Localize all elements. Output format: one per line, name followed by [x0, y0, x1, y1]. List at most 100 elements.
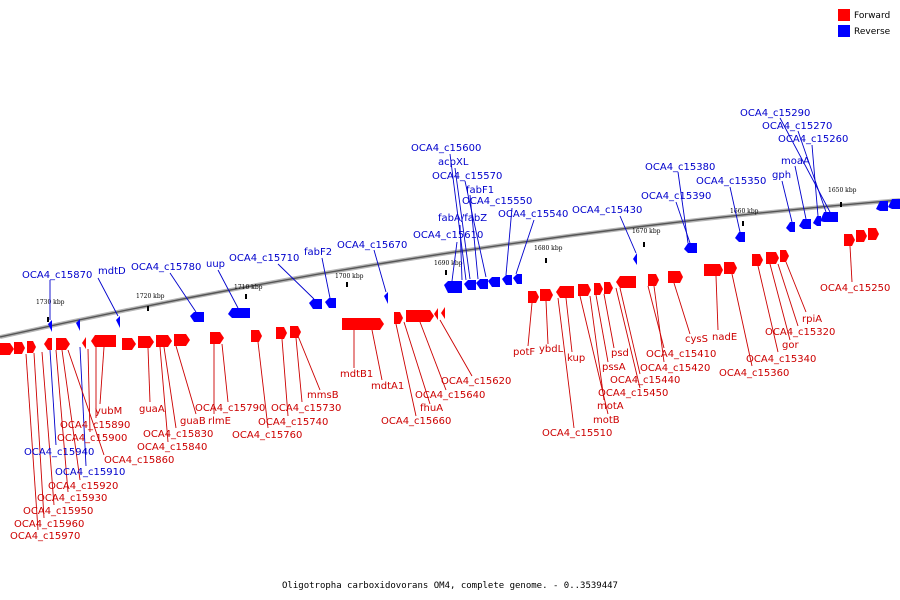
gene-label-mdtB1[interactable]: mdtB1 — [340, 369, 373, 380]
forward-gene-arrow[interactable] — [724, 262, 737, 274]
gene-label-ocA4-c15410[interactable]: OCA4_c15410 — [646, 349, 716, 360]
forward-gene-arrow[interactable] — [122, 338, 136, 350]
reverse-gene-arrow[interactable] — [813, 216, 821, 226]
gene-label-ocA4-c15270[interactable]: OCA4_c15270 — [762, 121, 832, 132]
forward-gene-arrow[interactable] — [174, 334, 190, 346]
forward-gene-arrow[interactable] — [856, 230, 867, 242]
forward-gene-arrow[interactable] — [556, 286, 574, 298]
reverse-gene-arrow[interactable] — [116, 316, 120, 328]
gene-label-ocA4-c15390[interactable]: OCA4_c15390 — [641, 191, 711, 202]
gene-label-ocA4-c15260[interactable]: OCA4_c15260 — [778, 134, 848, 145]
gene-label-ocA4-c15360[interactable]: OCA4_c15360 — [719, 368, 789, 379]
gene-label-ocA4-c15760[interactable]: OCA4_c15760 — [232, 430, 302, 441]
gene-label-fabF1[interactable]: fabF1 — [466, 185, 494, 196]
reverse-gene-arrow[interactable] — [502, 275, 512, 285]
reverse-gene-arrow[interactable] — [190, 312, 204, 322]
gene-label-motB[interactable]: motB — [593, 415, 620, 426]
gene-label-uup[interactable]: uup — [206, 259, 225, 270]
gene-label-ocA4-c15670[interactable]: OCA4_c15670 — [337, 240, 407, 251]
reverse-gene-arrow[interactable] — [309, 299, 322, 309]
gene-label-ocA4-c15420[interactable]: OCA4_c15420 — [640, 363, 710, 374]
gene-label-potF[interactable]: potF — [513, 347, 535, 358]
reverse-gene-arrow[interactable] — [464, 280, 476, 290]
gene-label-pssA[interactable]: pssA — [602, 362, 626, 373]
gene-label-nadE[interactable]: nadE — [712, 332, 737, 343]
gene-label-ocA4-c15780[interactable]: OCA4_c15780 — [131, 262, 201, 273]
forward-gene-arrow[interactable] — [27, 341, 36, 353]
reverse-gene-arrow[interactable] — [786, 222, 795, 232]
forward-gene-arrow[interactable] — [752, 254, 763, 266]
reverse-gene-arrow[interactable] — [684, 243, 697, 253]
gene-label-ocA4-c15900[interactable]: OCA4_c15900 — [57, 433, 127, 444]
reverse-gene-arrow[interactable] — [476, 279, 488, 289]
gene-label-rlmE[interactable]: rlmE — [208, 416, 231, 427]
forward-gene-arrow[interactable] — [540, 289, 553, 301]
forward-gene-arrow[interactable] — [0, 343, 14, 355]
forward-gene-arrow[interactable] — [406, 310, 434, 322]
gene-label-ocA4-c15540[interactable]: OCA4_c15540 — [498, 209, 568, 220]
gene-label-ocA4-c15640[interactable]: OCA4_c15640 — [415, 390, 485, 401]
reverse-gene-arrow[interactable] — [228, 308, 250, 318]
gene-label-ocA4-c15550[interactable]: OCA4_c15550 — [462, 196, 532, 207]
gene-label-ocA4-c15250[interactable]: OCA4_c15250 — [820, 283, 890, 294]
forward-gene-arrow[interactable] — [394, 312, 403, 324]
gene-label-ocA4-c15930[interactable]: OCA4_c15930 — [37, 493, 107, 504]
gene-label-fabA-fabZ[interactable]: fabA/fabZ — [438, 213, 487, 224]
gene-label-ocA4-c15870[interactable]: OCA4_c15870 — [22, 270, 92, 281]
forward-gene-arrow[interactable] — [780, 250, 789, 262]
forward-gene-arrow[interactable] — [82, 337, 86, 349]
forward-gene-arrow[interactable] — [342, 318, 384, 330]
gene-label-guaA[interactable]: guaA — [139, 404, 165, 415]
gene-label-ocA4-c15620[interactable]: OCA4_c15620 — [441, 376, 511, 387]
gene-label-ocA4-c15970[interactable]: OCA4_c15970 — [10, 531, 80, 542]
forward-gene-arrow[interactable] — [668, 271, 683, 283]
gene-label-cysS[interactable]: cysS — [685, 334, 708, 345]
gene-label-gor[interactable]: gor — [782, 340, 799, 351]
gene-label-mdtD[interactable]: mdtD — [98, 266, 126, 277]
reverse-gene-arrow[interactable] — [48, 320, 52, 332]
gene-label-ocA4-c15290[interactable]: OCA4_c15290 — [740, 108, 810, 119]
gene-label-ocA4-c15340[interactable]: OCA4_c15340 — [746, 354, 816, 365]
gene-label-ocA4-c15440[interactable]: OCA4_c15440 — [610, 375, 680, 386]
forward-gene-arrow[interactable] — [578, 284, 591, 296]
forward-gene-arrow[interactable] — [251, 330, 262, 342]
gene-label-ocA4-c15380[interactable]: OCA4_c15380 — [645, 162, 715, 173]
forward-gene-arrow[interactable] — [56, 338, 70, 350]
gene-label-ocA4-c15960[interactable]: OCA4_c15960 — [14, 519, 84, 530]
forward-gene-arrow[interactable] — [434, 308, 438, 320]
forward-gene-arrow[interactable] — [441, 307, 445, 319]
reverse-gene-arrow[interactable] — [488, 277, 500, 287]
reverse-gene-arrow[interactable] — [633, 253, 637, 265]
reverse-gene-arrow[interactable] — [799, 219, 811, 229]
reverse-gene-arrow[interactable] — [888, 199, 900, 209]
gene-label-mmsB[interactable]: mmsB — [307, 390, 339, 401]
gene-label-ocA4-c15860[interactable]: OCA4_c15860 — [104, 455, 174, 466]
gene-label-ocA4-c15350[interactable]: OCA4_c15350 — [696, 176, 766, 187]
gene-label-ocA4-c15570[interactable]: OCA4_c15570 — [432, 171, 502, 182]
gene-label-moaA[interactable]: moaA — [781, 156, 810, 167]
gene-label-mdtA1[interactable]: mdtA1 — [371, 381, 404, 392]
gene-label-ocA4-c15430[interactable]: OCA4_c15430 — [572, 205, 642, 216]
gene-label-ocA4-c15840[interactable]: OCA4_c15840 — [137, 442, 207, 453]
gene-label-ocA4-c15950[interactable]: OCA4_c15950 — [23, 506, 93, 517]
gene-label-gph[interactable]: gph — [772, 170, 791, 181]
forward-gene-arrow[interactable] — [290, 326, 301, 338]
gene-label-ocA4-c15450[interactable]: OCA4_c15450 — [598, 388, 668, 399]
gene-label-psd[interactable]: psd — [611, 348, 629, 359]
gene-label-ocA4-c15830[interactable]: OCA4_c15830 — [143, 429, 213, 440]
forward-gene-arrow[interactable] — [91, 335, 116, 347]
forward-gene-arrow[interactable] — [616, 276, 636, 288]
reverse-gene-arrow[interactable] — [384, 292, 388, 304]
forward-gene-arrow[interactable] — [138, 336, 154, 348]
gene-label-ocA4-c15730[interactable]: OCA4_c15730 — [271, 403, 341, 414]
gene-label-ocA4-c15740[interactable]: OCA4_c15740 — [258, 417, 328, 428]
gene-label-ocA4-c15940[interactable]: OCA4_c15940 — [24, 447, 94, 458]
forward-gene-arrow[interactable] — [14, 342, 25, 354]
gene-label-ybdL[interactable]: ybdL — [539, 344, 564, 355]
forward-gene-arrow[interactable] — [156, 335, 172, 347]
forward-gene-arrow[interactable] — [604, 282, 613, 294]
gene-label-ocA4-c15920[interactable]: OCA4_c15920 — [48, 481, 118, 492]
forward-gene-arrow[interactable] — [766, 252, 779, 264]
gene-label-fabF2[interactable]: fabF2 — [304, 247, 332, 258]
reverse-gene-arrow[interactable] — [735, 232, 745, 242]
